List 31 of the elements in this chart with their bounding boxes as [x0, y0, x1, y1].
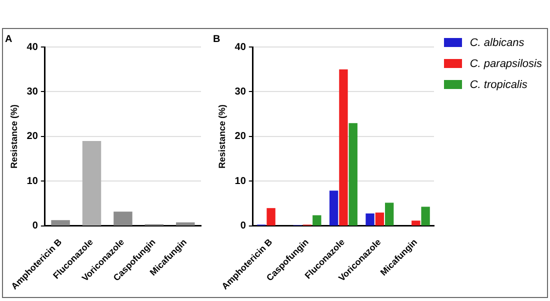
chart-title: A [5, 34, 12, 45]
bar [114, 212, 132, 226]
y-tick-label: 10 [234, 176, 246, 187]
bar [329, 190, 338, 226]
y-axis-title: Resistance (%) [8, 104, 19, 169]
bar [348, 123, 358, 226]
y-tick-label: 40 [234, 42, 246, 53]
y-tick-label: 10 [26, 176, 38, 187]
bar [375, 212, 384, 226]
chart-title: B [213, 34, 220, 45]
legend-label: C. parapsilosis [470, 58, 542, 70]
bar [312, 215, 322, 226]
y-axis-title: Resistance (%) [216, 104, 227, 169]
bar [266, 208, 276, 226]
y-tick-label: 30 [234, 86, 246, 98]
bar [339, 69, 348, 226]
bar [51, 220, 70, 226]
legend-label: C. albicans [470, 37, 524, 49]
bar [82, 140, 102, 226]
y-tick-label: 20 [26, 131, 38, 142]
bar [366, 213, 374, 226]
legend-label: C. tropicalis [470, 79, 528, 91]
y-tick-label: 0 [32, 220, 38, 232]
bar [412, 220, 420, 226]
y-tick-label: 20 [234, 131, 246, 142]
y-tick-label: 30 [26, 86, 38, 98]
bar [176, 222, 195, 226]
y-tick-label: 40 [26, 42, 38, 53]
bar [384, 202, 394, 226]
bar [421, 206, 430, 226]
y-tick-label: 0 [240, 220, 246, 232]
